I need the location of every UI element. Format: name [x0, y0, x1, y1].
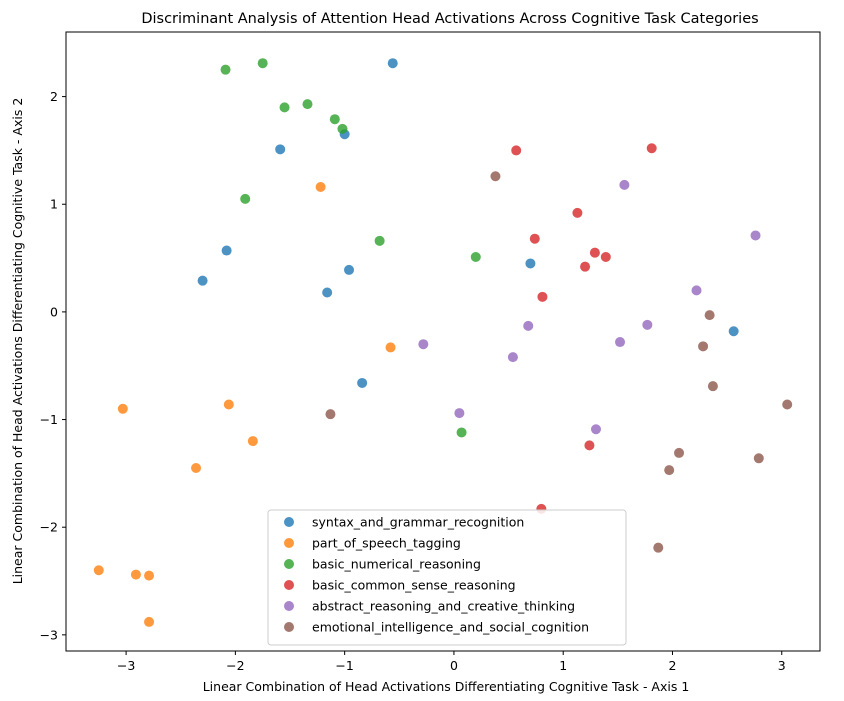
point-1-2 — [117, 403, 128, 414]
point-0-7 — [357, 377, 368, 388]
legend-label-4: abstract_reasoning_and_creative_thinking — [312, 599, 575, 614]
point-5-3 — [707, 381, 718, 392]
plot-frame — [65, 31, 821, 652]
y-tick-label: 0 — [50, 304, 58, 319]
point-4-0 — [619, 179, 630, 190]
point-3-4 — [589, 247, 600, 258]
legend: syntax_and_grammar_recognition part_of_sp… — [267, 509, 627, 646]
point-5-7 — [753, 453, 764, 464]
point-4-6 — [615, 337, 626, 348]
point-5-5 — [782, 399, 793, 410]
legend-marker-1 — [284, 538, 294, 548]
legend-label-2: basic_numerical_reasoning — [312, 557, 481, 572]
legend-marker-3 — [284, 580, 294, 590]
legend-box — [267, 509, 627, 646]
point-1-3 — [223, 399, 234, 410]
x-tick-label: −1 — [335, 658, 353, 673]
legend-label-0: syntax_and_grammar_recognition — [312, 515, 524, 530]
point-2-2 — [279, 102, 290, 113]
point-1-6 — [93, 565, 104, 576]
x-tick-label: 3 — [778, 658, 786, 673]
point-1-4 — [247, 436, 258, 447]
point-3-1 — [646, 143, 657, 154]
point-1-5 — [191, 462, 202, 473]
point-2-0 — [220, 64, 231, 75]
legend-label-5: emotional_intelligence_and_social_cognit… — [312, 620, 589, 635]
point-0-6 — [322, 287, 333, 298]
legend-marker-5 — [284, 622, 294, 632]
point-4-1 — [750, 230, 761, 241]
point-3-8 — [584, 440, 595, 451]
legend-label-3: basic_common_sense_reasoning — [312, 578, 516, 593]
point-0-2 — [275, 144, 286, 155]
point-4-3 — [523, 320, 534, 331]
y-tick-label: 1 — [50, 197, 58, 212]
point-2-6 — [240, 193, 251, 204]
point-4-2 — [691, 285, 702, 296]
point-3-2 — [572, 207, 583, 218]
point-2-3 — [302, 99, 313, 110]
point-1-0 — [315, 182, 326, 193]
point-5-2 — [698, 341, 709, 352]
legend-marker-4 — [284, 601, 294, 611]
point-3-7 — [537, 291, 548, 302]
point-3-6 — [580, 261, 591, 272]
legend-marker-0 — [284, 517, 294, 527]
point-3-5 — [600, 251, 611, 262]
x-axis-ticks: −3 −2 −1 0 1 2 3 — [117, 651, 786, 673]
point-1-7 — [130, 569, 141, 580]
x-tick-label: 2 — [669, 658, 677, 673]
point-4-4 — [642, 319, 653, 330]
point-2-8 — [470, 251, 481, 262]
point-2-1 — [257, 58, 268, 69]
x-tick-label: 1 — [559, 658, 567, 673]
point-4-8 — [454, 408, 465, 419]
point-5-9 — [653, 542, 664, 553]
point-5-4 — [325, 409, 336, 420]
y-tick-label: −2 — [40, 520, 58, 535]
legend-marker-2 — [284, 559, 294, 569]
point-1-8 — [144, 570, 155, 581]
point-0-5 — [344, 264, 355, 275]
legend-label-1: part_of_speech_tagging — [312, 536, 461, 551]
y-tick-label: 2 — [50, 89, 58, 104]
y-tick-label: −3 — [40, 627, 58, 642]
points-layer — [93, 58, 793, 627]
x-axis-label: Linear Combination of Head Activations D… — [203, 679, 690, 694]
point-2-7 — [374, 235, 385, 246]
point-2-9 — [456, 427, 467, 438]
point-5-1 — [704, 310, 715, 321]
y-axis-ticks: −3 −2 −1 0 1 2 — [40, 89, 66, 642]
point-2-5 — [337, 123, 348, 134]
point-3-0 — [511, 145, 522, 156]
point-4-5 — [418, 339, 429, 350]
point-4-7 — [507, 352, 518, 363]
point-1-1 — [385, 342, 396, 353]
x-tick-label: −3 — [117, 658, 135, 673]
point-5-6 — [674, 447, 685, 458]
point-0-8 — [525, 258, 536, 269]
point-4-9 — [590, 424, 601, 435]
point-0-9 — [728, 326, 739, 337]
point-0-3 — [221, 245, 232, 256]
point-5-0 — [490, 171, 501, 182]
chart-title: Discriminant Analysis of Attention Head … — [141, 11, 758, 27]
point-3-3 — [529, 233, 540, 244]
y-axis-label: Linear Combination of Head Activations D… — [10, 98, 25, 585]
x-tick-label: 0 — [450, 658, 458, 673]
x-tick-label: −2 — [226, 658, 244, 673]
point-0-0 — [387, 58, 398, 69]
point-2-4 — [329, 114, 340, 125]
point-1-9 — [144, 616, 155, 627]
y-tick-label: −1 — [40, 412, 58, 427]
point-0-4 — [197, 275, 208, 286]
point-5-8 — [664, 465, 675, 476]
